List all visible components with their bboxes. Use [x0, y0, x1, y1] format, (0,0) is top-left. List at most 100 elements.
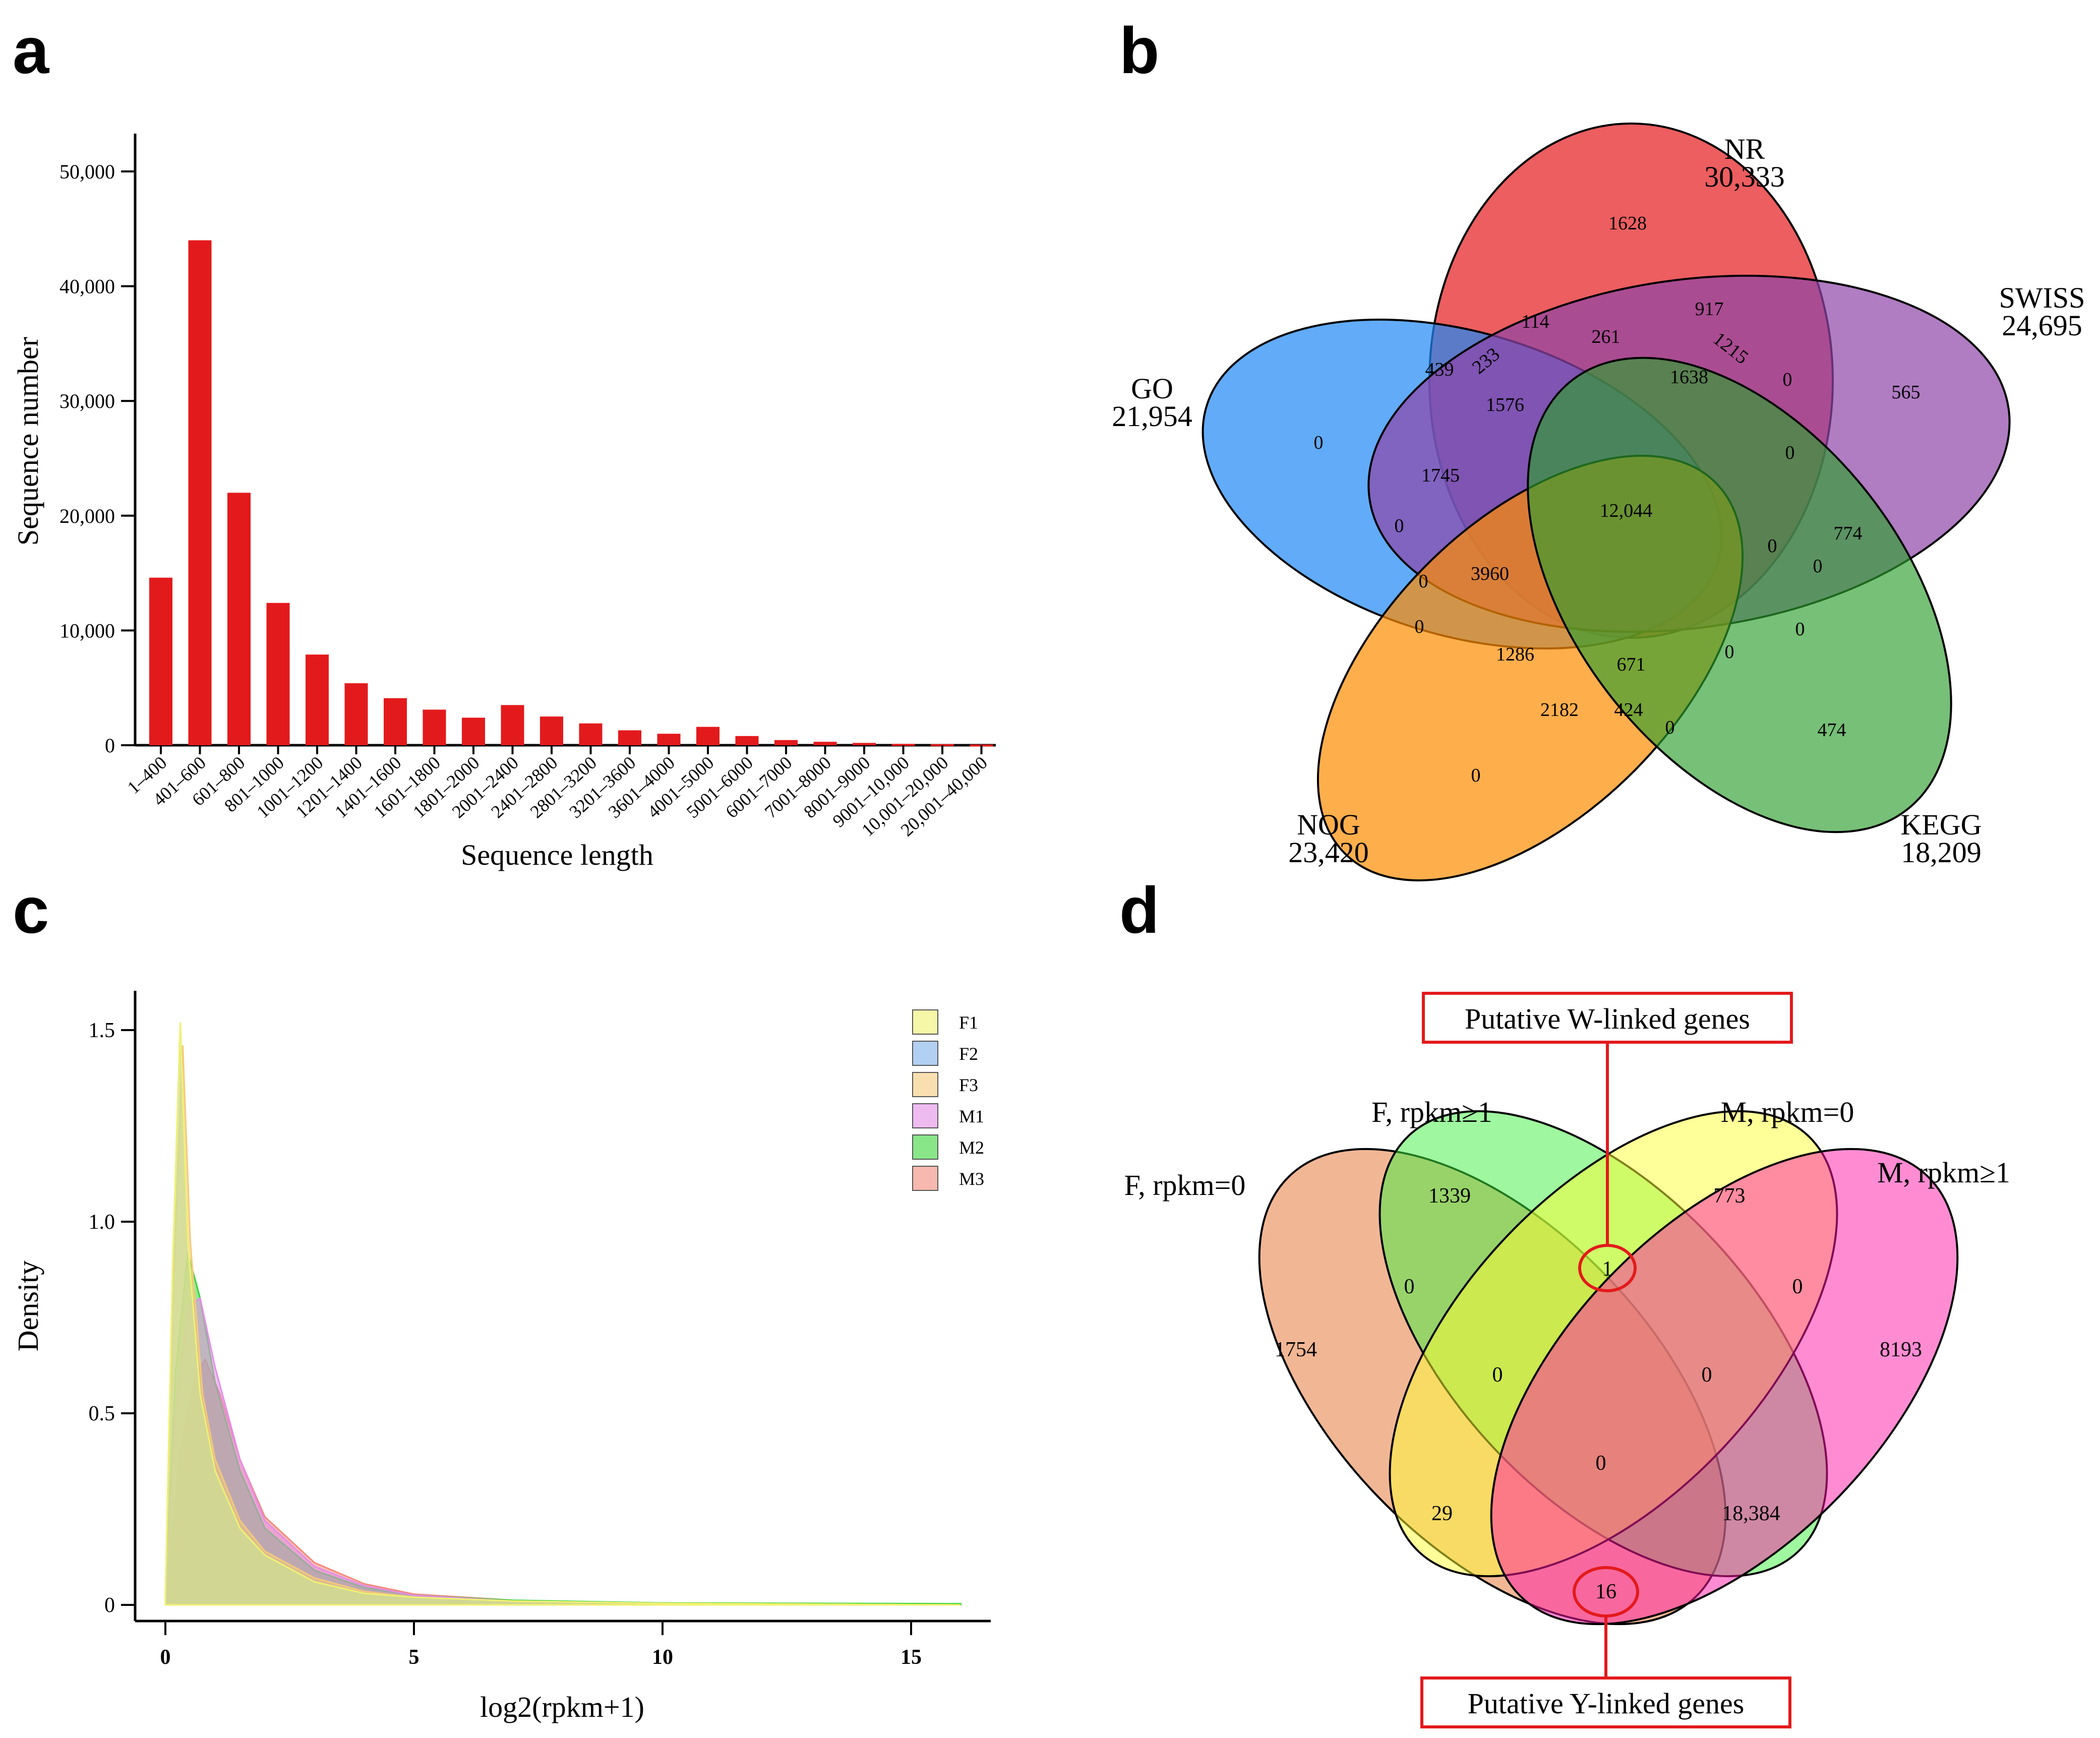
set-label-kegg: KEGG: [1900, 808, 1982, 841]
bar: [423, 709, 446, 745]
density-area: [164, 1045, 961, 1606]
set-total-nr: 30,333: [1704, 160, 1785, 193]
region-count: 0: [1702, 1363, 1712, 1387]
set-label-swiss: SWISS: [1999, 281, 2085, 314]
panel-letter-c: c: [13, 873, 49, 947]
set-label-m1: M, rpkm≥1: [1877, 1156, 2010, 1189]
density-area: [164, 1297, 961, 1606]
set-m1-ellipse: [1490, 1148, 1959, 1626]
set-label-go: GO: [1131, 372, 1173, 405]
region-count: 1: [1602, 1257, 1613, 1281]
region-count: 424: [1614, 699, 1643, 721]
region-count: 0: [1395, 515, 1404, 536]
density-area: [164, 1022, 961, 1606]
bar: [579, 723, 603, 745]
x-axis-title: Sequence length: [461, 838, 653, 871]
venn-b-region-labels: 1628 917 114 261 1215 439 233 1638 0 565…: [1314, 213, 1921, 786]
region-count: 8193: [1880, 1338, 1922, 1361]
region-count: 474: [1818, 720, 1846, 741]
x-tick-label: 15: [901, 1646, 922, 1669]
bar-chart: 0 10,000 20,000 30,000 40,000 50,000 1–400401…: [12, 134, 996, 871]
y-tick-label: 40,000: [59, 275, 115, 298]
w-linked-callout: Putative W-linked genes: [1422, 992, 1793, 1292]
set-label-nr: NR: [1724, 133, 1765, 165]
bar: [931, 744, 954, 746]
region-count: 1286: [1496, 644, 1534, 665]
region-count: 261: [1592, 326, 1621, 347]
bar: [266, 603, 290, 745]
region-count: 2182: [1540, 699, 1579, 721]
legend-label: M3: [959, 1169, 984, 1189]
set-total-go: 21,954: [1112, 400, 1192, 433]
region-count: 1576: [1486, 394, 1524, 415]
region-count: 0: [1492, 1363, 1503, 1387]
y-tick-label: 30,000: [59, 390, 115, 412]
bar: [227, 493, 251, 745]
y-axis-title: Sequence number: [12, 337, 44, 546]
set-total-nog: 23,420: [1288, 836, 1369, 869]
region-count: 774: [1834, 523, 1863, 544]
bar: [774, 740, 798, 745]
region-count: 0: [1404, 1275, 1415, 1298]
region-count: 1754: [1275, 1338, 1317, 1361]
region-count: 1339: [1428, 1184, 1471, 1208]
region-count: 773: [1714, 1184, 1746, 1208]
callout-label-w: Putative W-linked genes: [1465, 1002, 1750, 1035]
y-ticks: 0 0.5 1.0 1.5: [89, 1019, 135, 1617]
bar: [618, 730, 641, 745]
density-areas: [164, 1022, 962, 1606]
bar: [344, 683, 368, 745]
region-count: 0: [1768, 535, 1777, 557]
region-count: 0: [1415, 616, 1424, 637]
y-linked-callout: Putative Y-linked genes: [1420, 1566, 1791, 1728]
density-chart: 0 0.5 1.0 1.5 0 5 10 15 F1 F2 F3 M1 M2 M3 Density l…: [12, 991, 991, 1723]
region-count: 439: [1425, 359, 1454, 380]
region-count: 1628: [1608, 213, 1647, 234]
region-count: 917: [1695, 298, 1724, 320]
bar: [188, 240, 212, 745]
y-axis-title: Density: [12, 1261, 44, 1351]
set-label-f1: F, rpkm≥1: [1371, 1096, 1492, 1128]
legend-label: F2: [959, 1044, 978, 1064]
bar: [853, 743, 876, 745]
region-count: 18,384: [1722, 1502, 1780, 1525]
bar: [891, 744, 915, 746]
region-count: 0: [1471, 765, 1481, 786]
region-count: 12,044: [1600, 500, 1653, 521]
region-count: 671: [1617, 654, 1646, 675]
venn-b-ellipses: [1202, 123, 2011, 882]
venn-d-ellipses: [1258, 1110, 1959, 1626]
region-count: 29: [1431, 1502, 1453, 1525]
legend-label: M2: [959, 1137, 984, 1158]
bar: [540, 716, 563, 745]
y-tick-label: 20,000: [59, 505, 115, 527]
panel-letter-b: b: [1119, 14, 1159, 87]
venn-d-region-labels: 1339 773 1 1754 0 0 8193 0 0 0 29 18,384…: [1275, 1184, 1922, 1603]
region-count: 0: [1665, 717, 1675, 738]
y-tick-label: 0: [105, 734, 115, 757]
legend-label: F3: [959, 1075, 978, 1095]
bar: [462, 717, 485, 745]
y-tick-label: 0: [104, 1594, 115, 1617]
bar: [306, 654, 329, 745]
panel-letter-a: a: [13, 14, 50, 87]
x-tick-label: 10: [652, 1646, 673, 1669]
bar: [657, 734, 681, 745]
set-total-kegg: 18,209: [1901, 836, 1982, 869]
legend-swatch: [912, 1134, 938, 1160]
y-tick-label: 0.5: [89, 1402, 115, 1425]
legend-swatch: [912, 1166, 938, 1191]
region-count: 0: [1314, 432, 1324, 453]
y-tick-label: 1.5: [89, 1019, 115, 1042]
x-tick-label: 0: [160, 1646, 171, 1669]
bar: [384, 698, 407, 745]
density-axes: [134, 991, 991, 1623]
region-count: 0: [1785, 442, 1795, 463]
bars: [149, 240, 993, 747]
callout-circle-w: [1578, 1244, 1637, 1292]
region-count: 1638: [1670, 367, 1708, 388]
region-count: 0: [1596, 1452, 1606, 1475]
legend-swatch: [912, 1041, 938, 1066]
bar: [501, 705, 524, 745]
